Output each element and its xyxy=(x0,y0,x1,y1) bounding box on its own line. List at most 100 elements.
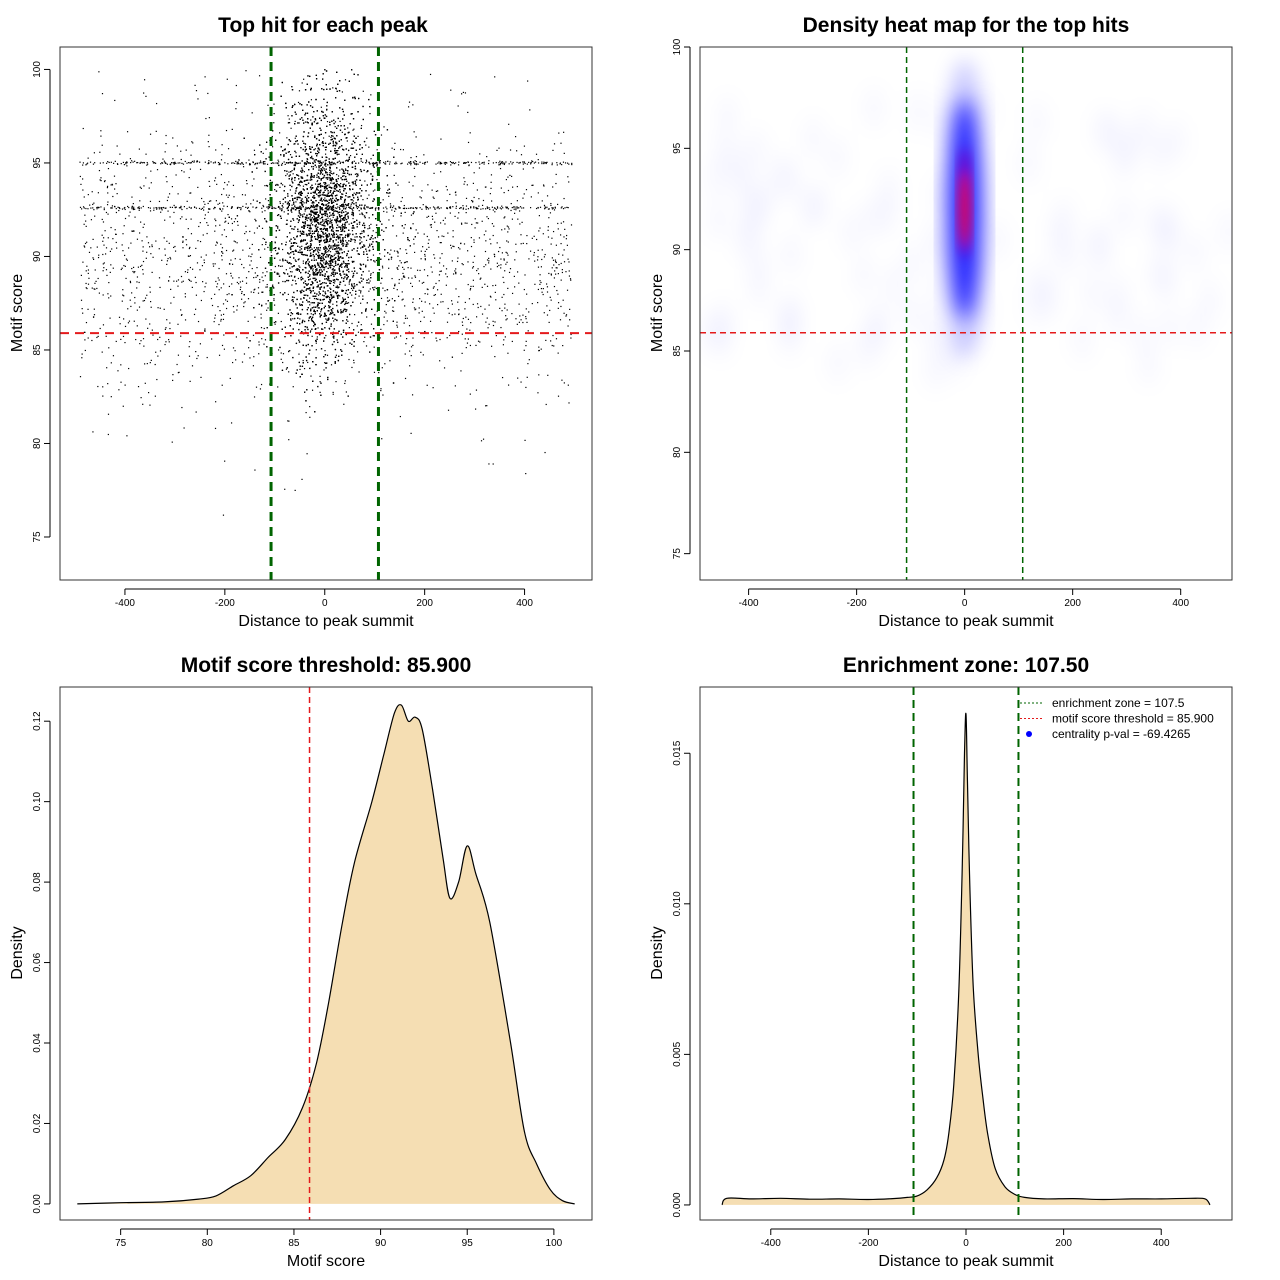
scatter-point xyxy=(470,161,473,164)
scatter-point xyxy=(195,294,198,296)
scatter-point xyxy=(93,209,95,211)
scatter-point xyxy=(142,403,144,405)
scatter-point xyxy=(525,345,527,347)
scatter-point xyxy=(237,163,239,165)
scatter-point xyxy=(462,317,464,320)
scatter-point xyxy=(504,336,506,338)
scatter-point xyxy=(515,243,517,245)
scatter-point xyxy=(238,283,240,285)
scatter-point xyxy=(554,261,557,263)
scatter-point xyxy=(323,262,325,264)
scatter-point xyxy=(355,162,357,164)
scatter-point xyxy=(435,190,437,193)
scatter-point xyxy=(277,386,279,388)
scatter-point xyxy=(467,283,469,286)
scatter-point xyxy=(113,175,116,177)
scatter-point xyxy=(334,163,337,165)
scatter-point xyxy=(324,362,326,364)
scatter-point xyxy=(374,189,376,191)
scatter-point xyxy=(146,251,148,253)
scatter-point xyxy=(244,194,246,196)
scatter-point xyxy=(241,263,243,266)
scatter-point xyxy=(399,248,401,250)
scatter-point xyxy=(115,208,117,210)
scatter-point xyxy=(121,244,123,246)
scatter-title: Top hit for each peak xyxy=(218,14,428,37)
scatter-point xyxy=(293,276,296,278)
scatter-point xyxy=(159,307,161,309)
scatter-point xyxy=(336,248,338,250)
scatter-point xyxy=(412,161,415,163)
scatter-point xyxy=(337,309,339,311)
scatter-point xyxy=(221,255,223,257)
scatter-point xyxy=(424,258,426,260)
scatter-point xyxy=(364,208,366,210)
scatter-point xyxy=(342,193,344,195)
scatter-point xyxy=(127,322,130,324)
scatter-point xyxy=(553,264,555,266)
scatter-point xyxy=(358,223,361,225)
scatter-point xyxy=(212,263,214,265)
scatter-point xyxy=(236,220,239,223)
scatter-point xyxy=(422,354,424,356)
scatter-point xyxy=(414,275,416,277)
scatter-point xyxy=(505,315,507,317)
scatter-point xyxy=(262,204,264,207)
scatter-point xyxy=(295,304,297,306)
scatter-point xyxy=(414,163,416,165)
scatter-point xyxy=(173,222,175,224)
scatter-point xyxy=(458,212,460,214)
scatter-point xyxy=(338,160,341,162)
scatter-point xyxy=(337,241,339,243)
scatter-point xyxy=(466,342,469,344)
scatter-point xyxy=(277,159,279,161)
scatter-point xyxy=(326,319,328,321)
scatter-point xyxy=(227,148,230,150)
scatter-point xyxy=(221,259,223,261)
scatter-point xyxy=(146,164,148,166)
scatter-point xyxy=(129,299,131,301)
scatter-point xyxy=(110,226,112,229)
scatter-point xyxy=(271,205,273,208)
scatter-point xyxy=(320,269,323,271)
scatter-point xyxy=(465,162,467,164)
scatter-point xyxy=(219,163,221,166)
scatter-point xyxy=(370,223,372,225)
scatter-point xyxy=(539,206,542,208)
scatter-point xyxy=(424,163,426,165)
scatter-point xyxy=(356,351,359,353)
scatter-point xyxy=(98,169,101,172)
scatter-point xyxy=(323,369,325,371)
scatter-point xyxy=(525,386,527,389)
scatter-point xyxy=(86,241,88,243)
scatter-point xyxy=(504,162,506,164)
scatter-point xyxy=(342,161,344,164)
scatter-point xyxy=(103,262,105,264)
scatter-point xyxy=(169,327,171,330)
scatter-point xyxy=(257,287,260,289)
scatter-point xyxy=(365,160,368,162)
scatter-point xyxy=(480,440,483,442)
scatter-point xyxy=(174,206,176,208)
scatter-point xyxy=(375,259,378,262)
scatter-point xyxy=(120,268,122,271)
scatter-point xyxy=(214,427,217,430)
scatter-point xyxy=(490,181,492,183)
scatter-point xyxy=(165,142,167,145)
scatter-point xyxy=(431,271,433,273)
scatter-point xyxy=(277,349,280,351)
scatter-point xyxy=(548,272,550,275)
scatter-point xyxy=(119,323,121,325)
scatter-point xyxy=(315,205,317,207)
scatter-point xyxy=(214,218,216,220)
scatter-point xyxy=(378,160,380,162)
scatter-point xyxy=(218,267,220,270)
scatter-point xyxy=(271,207,273,209)
scatter-point xyxy=(96,336,98,339)
scatter-point xyxy=(256,227,258,229)
scatter-point xyxy=(133,320,135,322)
scatter-point xyxy=(418,280,421,282)
scatter-point xyxy=(333,254,335,256)
scatter-point xyxy=(166,319,168,321)
scatter-point xyxy=(376,149,378,151)
